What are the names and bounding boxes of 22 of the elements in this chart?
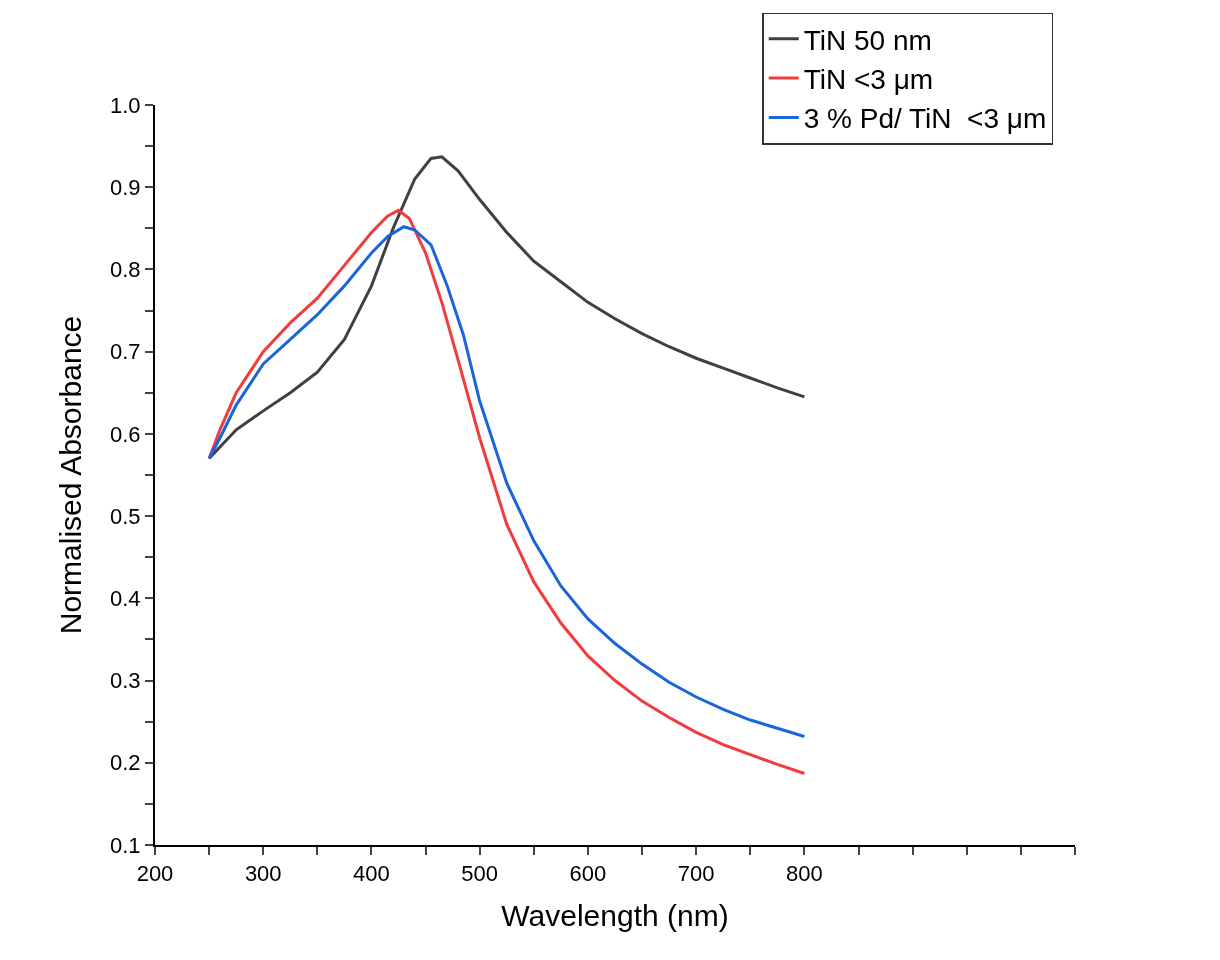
y-tick-label: 0.7 (110, 339, 141, 365)
x-tick-label: 200 (136, 861, 174, 887)
y-tick-label: 0.8 (110, 257, 141, 283)
x-tick-label: 300 (244, 861, 282, 887)
y-axis-title: Normalised Absorbance (53, 315, 87, 635)
x-tick-label: 700 (677, 861, 715, 887)
y-tick-label: 1.0 (110, 92, 141, 118)
y-tick-label: 0.5 (110, 503, 141, 529)
y-tick-label: 0.6 (110, 421, 141, 447)
x-axis-title: Wavelength (nm) (501, 899, 729, 933)
legend-label: TiN 50 nm (803, 24, 932, 56)
y-tick-label: 0.9 (110, 174, 141, 200)
y-tick-label: 0.2 (110, 750, 141, 776)
legend-label: TiN <3 μm (803, 64, 934, 96)
y-tick-label: 0.1 (110, 832, 141, 858)
x-tick-label: 400 (353, 861, 390, 887)
y-tick-label: 0.4 (110, 586, 141, 612)
y-tick-label: 0.3 (110, 668, 141, 694)
x-tick-label: 600 (569, 861, 607, 887)
legend-label: 3 % Pd/ TiN <3 μm (803, 103, 1047, 135)
x-tick-label: 800 (786, 861, 823, 887)
x-tick-label: 500 (461, 861, 499, 887)
